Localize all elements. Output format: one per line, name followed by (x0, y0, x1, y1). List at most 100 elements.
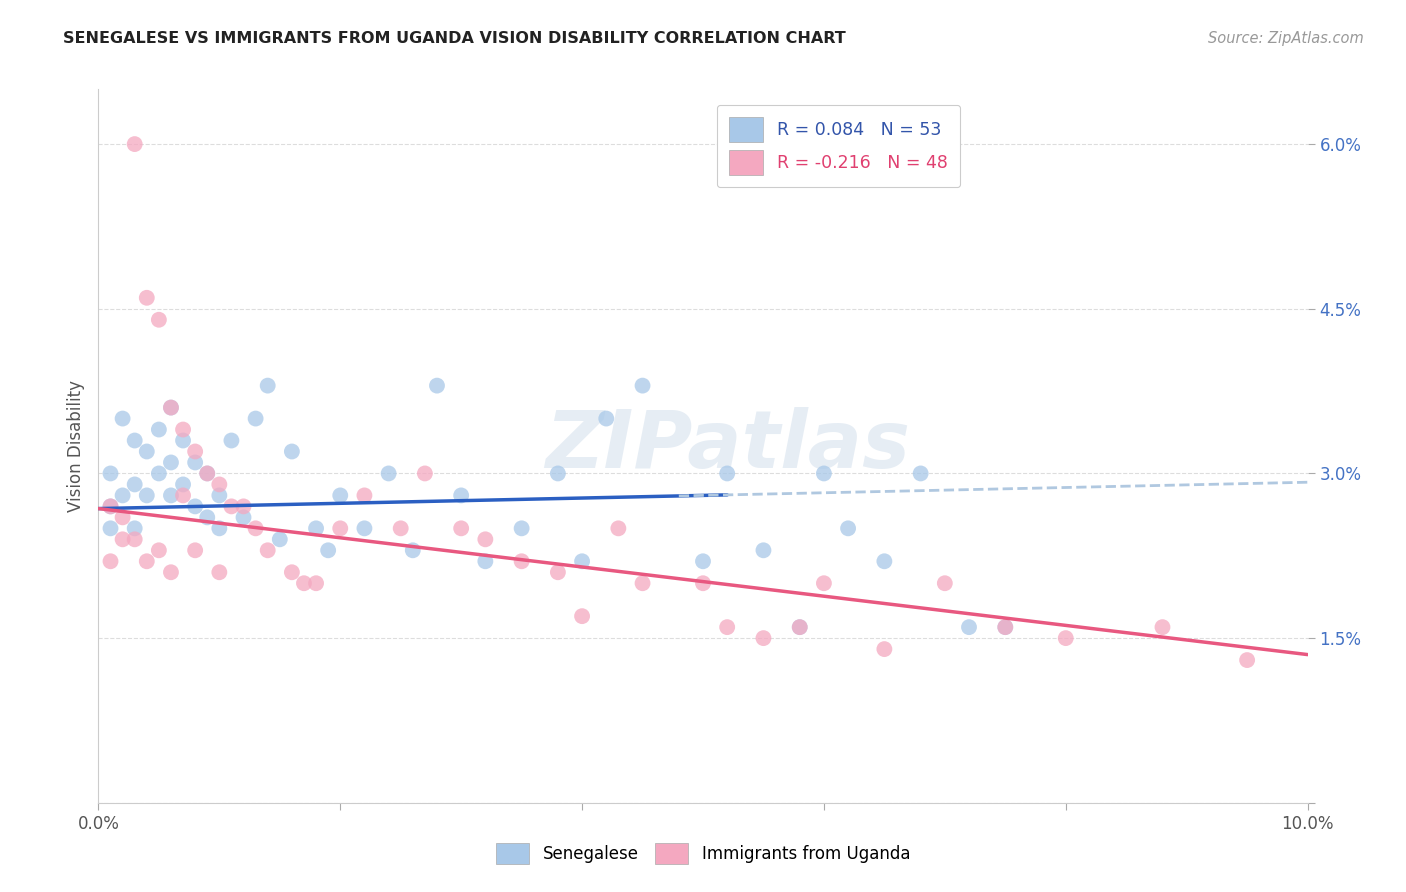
Point (256, 543, 278, 558)
Point (329, 521, 352, 535)
Point (450, 521, 472, 535)
Point (934, 576, 956, 591)
Point (692, 554, 714, 568)
Point (1152, 620, 1174, 634)
Point (631, 378, 654, 392)
Point (160, 401, 183, 415)
Point (547, 566, 569, 580)
Point (195, 510, 218, 524)
Point (450, 488, 472, 502)
Point (208, 521, 231, 535)
Point (148, 467, 170, 481)
Point (607, 521, 630, 535)
Point (245, 411, 267, 425)
Point (148, 543, 170, 558)
Point (426, 378, 449, 392)
Point (353, 521, 375, 535)
Point (377, 467, 399, 481)
Point (160, 488, 183, 502)
Point (111, 533, 134, 547)
Legend: R = 0.084   N = 53, R = -0.216   N = 48: R = 0.084 N = 53, R = -0.216 N = 48 (717, 105, 960, 187)
Point (232, 510, 254, 524)
Point (1054, 631, 1077, 645)
Point (111, 488, 134, 502)
Point (100, 500, 122, 514)
Point (716, 467, 738, 481)
Point (124, 434, 146, 448)
Point (221, 500, 243, 514)
Point (232, 500, 254, 514)
Point (124, 533, 146, 547)
Point (172, 488, 194, 502)
Point (160, 401, 183, 415)
Point (100, 521, 122, 535)
Point (100, 467, 122, 481)
Point (148, 423, 170, 437)
Point (148, 312, 170, 326)
Point (195, 467, 218, 481)
Point (305, 576, 328, 591)
Point (221, 434, 243, 448)
Point (160, 566, 183, 580)
Point (631, 576, 654, 591)
Point (245, 521, 267, 535)
Point (813, 576, 835, 591)
Point (305, 521, 328, 535)
Point (547, 467, 569, 481)
Point (353, 488, 375, 502)
Point (329, 488, 352, 502)
Point (172, 423, 194, 437)
Point (184, 543, 207, 558)
Point (135, 291, 157, 305)
Point (789, 620, 811, 634)
Point (510, 554, 533, 568)
Text: Source: ZipAtlas.com: Source: ZipAtlas.com (1208, 31, 1364, 46)
Point (100, 500, 122, 514)
Point (789, 620, 811, 634)
Point (160, 455, 183, 469)
Point (281, 566, 304, 580)
Point (873, 642, 896, 657)
Point (111, 411, 134, 425)
Point (413, 467, 436, 481)
Point (716, 620, 738, 634)
Point (124, 137, 146, 152)
Point (135, 444, 157, 458)
Point (135, 488, 157, 502)
Point (172, 477, 194, 491)
Point (269, 533, 291, 547)
Point (111, 510, 134, 524)
Text: ZIPatlas: ZIPatlas (544, 407, 910, 485)
Point (124, 521, 146, 535)
Point (474, 554, 496, 568)
Point (510, 521, 533, 535)
Point (135, 554, 157, 568)
Text: SENEGALESE VS IMMIGRANTS FROM UGANDA VISION DISABILITY CORRELATION CHART: SENEGALESE VS IMMIGRANTS FROM UGANDA VIS… (63, 31, 846, 46)
Point (281, 444, 304, 458)
Y-axis label: Vision Disability: Vision Disability (66, 380, 84, 512)
Point (910, 467, 932, 481)
Point (957, 620, 980, 634)
Point (873, 554, 896, 568)
Point (571, 554, 593, 568)
Point (474, 533, 496, 547)
Point (595, 411, 617, 425)
Point (184, 500, 207, 514)
Point (837, 521, 859, 535)
Point (195, 467, 218, 481)
Point (256, 378, 278, 392)
Point (292, 576, 315, 591)
Point (208, 566, 231, 580)
Point (994, 620, 1017, 634)
Legend: Senegalese, Immigrants from Uganda: Senegalese, Immigrants from Uganda (489, 837, 917, 871)
Point (184, 444, 207, 458)
Point (402, 543, 425, 558)
Point (100, 554, 122, 568)
Point (316, 543, 339, 558)
Point (208, 477, 231, 491)
Point (752, 543, 775, 558)
Point (389, 521, 412, 535)
Point (571, 609, 593, 624)
Point (1236, 653, 1258, 667)
Point (692, 576, 714, 591)
